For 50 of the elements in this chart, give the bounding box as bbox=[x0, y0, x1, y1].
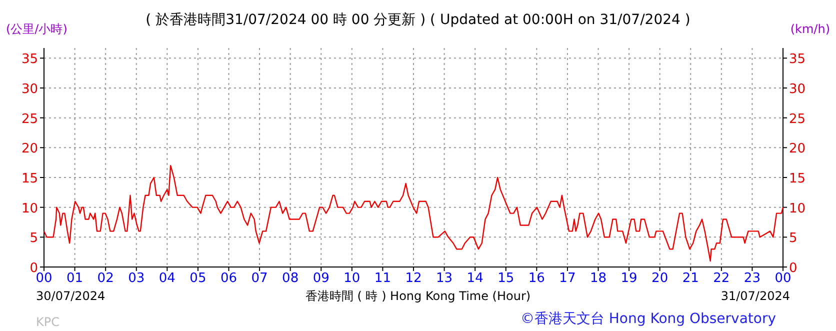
x-tick-label: 15 bbox=[498, 271, 514, 286]
y-tick-label: 0 bbox=[30, 261, 38, 276]
x-tick-label: 02 bbox=[97, 271, 114, 286]
y-tick-label: 10 bbox=[21, 201, 38, 216]
y2-tick-label: 5 bbox=[789, 231, 798, 246]
y2-tick-label: 25 bbox=[789, 112, 806, 127]
x-tick-label: 06 bbox=[220, 271, 238, 286]
y-tick-label: 20 bbox=[21, 142, 38, 157]
x-tick-label: 01 bbox=[66, 271, 84, 286]
x-tick-label: 16 bbox=[528, 271, 545, 286]
x-tick-label: 19 bbox=[620, 271, 638, 286]
x-tick-label: 11 bbox=[374, 271, 391, 286]
x-tick-label: 14 bbox=[466, 271, 484, 286]
x-tick-label: 23 bbox=[744, 271, 760, 286]
y2-tick-label: 20 bbox=[789, 142, 806, 157]
x-tick-label: 22 bbox=[713, 271, 730, 286]
x-tick-label: 03 bbox=[128, 271, 145, 286]
y-tick-label: 25 bbox=[21, 112, 38, 127]
x-tick-label: 09 bbox=[312, 271, 330, 286]
y-axis-title: (公里/小時) bbox=[6, 22, 68, 36]
y2-tick-label: 0 bbox=[789, 261, 798, 276]
text: 31/07/2024 bbox=[720, 289, 790, 303]
text: ©香港天文台 Hong Kong Observatory bbox=[520, 311, 776, 327]
x-tick-label: 20 bbox=[652, 271, 668, 286]
x-tick-label: 00 bbox=[774, 271, 792, 286]
x-tick-label: 17 bbox=[559, 271, 576, 286]
x-tick-label: 12 bbox=[405, 271, 422, 286]
x-tick-label: 00 bbox=[36, 271, 52, 286]
y-tick-label: 5 bbox=[30, 231, 38, 246]
x-tick-label: 07 bbox=[251, 271, 268, 286]
x-tick-label: 05 bbox=[190, 271, 206, 286]
line-series bbox=[43, 164, 784, 262]
y2-axis-title: (km/h) bbox=[790, 22, 830, 36]
y2-tick-label: 30 bbox=[789, 82, 806, 97]
chart-title: ( 於香港時間31/07/2024 00 時 00 分更新 ) ( Updated at 00:00H on 31/07/2024 ) bbox=[146, 12, 690, 28]
x-tick-label: 13 bbox=[436, 271, 453, 286]
x-tick-label: 04 bbox=[158, 271, 176, 286]
y2-tick-label: 10 bbox=[789, 201, 806, 216]
y-tick-label: 15 bbox=[21, 171, 38, 186]
text: KPC bbox=[36, 315, 60, 329]
text: 30/07/2024 bbox=[36, 289, 106, 303]
x-tick-label: 21 bbox=[682, 271, 699, 286]
y-tick-label: 35 bbox=[21, 52, 38, 68]
y2-tick-label: 35 bbox=[789, 52, 806, 68]
x-tick-label: 08 bbox=[282, 271, 299, 286]
y-tick-label: 30 bbox=[21, 82, 38, 97]
x-tick-label: 18 bbox=[590, 271, 607, 286]
x-tick-label: 10 bbox=[344, 271, 360, 286]
y2-tick-label: 15 bbox=[789, 171, 806, 186]
x-axis-title: 香港時間 ( 時 ) Hong Kong Time (Hour) bbox=[305, 289, 531, 303]
